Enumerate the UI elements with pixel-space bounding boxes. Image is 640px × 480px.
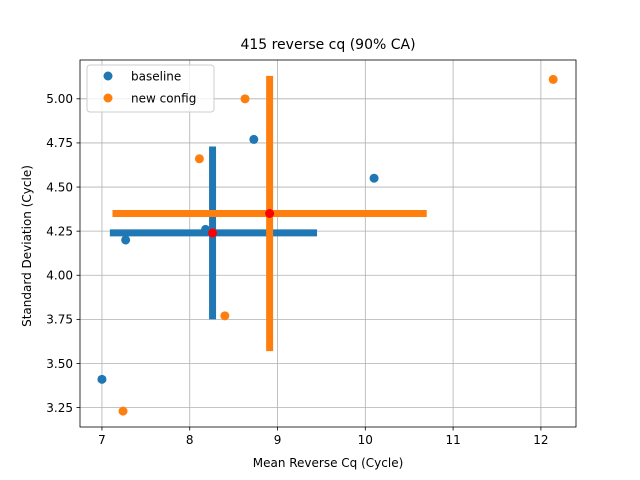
x-tick-label: 7 bbox=[98, 433, 106, 447]
new-config-point bbox=[548, 74, 558, 84]
chart-title: 415 reverse cq (90% CA) bbox=[240, 37, 415, 53]
baseline-center-point bbox=[208, 228, 218, 238]
new-config-point bbox=[220, 311, 230, 321]
x-tick-label: 10 bbox=[358, 433, 373, 447]
data-points bbox=[97, 74, 558, 416]
new-config-legend-label: new config bbox=[131, 92, 196, 106]
y-tick-label: 4.25 bbox=[46, 224, 73, 238]
baseline-point bbox=[369, 173, 379, 183]
x-axis-ticks: 7 8 9 10 11 12 bbox=[98, 427, 549, 447]
new-config-point bbox=[194, 154, 204, 164]
new-config-center-point bbox=[265, 209, 275, 219]
y-tick-label: 4.75 bbox=[46, 136, 73, 150]
new-config-point bbox=[240, 94, 250, 104]
y-tick-label: 3.50 bbox=[46, 357, 73, 371]
y-tick-label: 3.25 bbox=[46, 401, 73, 415]
y-tick-label: 5.00 bbox=[46, 92, 73, 106]
center-points bbox=[208, 209, 275, 238]
y-axis-ticks: 3.25 3.50 3.75 4.00 4.25 4.50 4.75 5.00 bbox=[46, 92, 80, 415]
x-tick-label: 12 bbox=[533, 433, 548, 447]
baseline-legend-marker bbox=[103, 71, 113, 81]
grid-lines bbox=[80, 60, 576, 427]
plot-frame bbox=[79, 59, 577, 428]
x-axis-label: Mean Reverse Cq (Cycle) bbox=[253, 456, 404, 470]
baseline-legend-label: baseline bbox=[131, 70, 181, 84]
y-tick-label: 4.50 bbox=[46, 180, 73, 194]
x-tick-label: 8 bbox=[186, 433, 194, 447]
baseline-point bbox=[97, 374, 107, 384]
legend: baseline new config bbox=[86, 64, 215, 113]
y-tick-label: 4.00 bbox=[46, 269, 73, 283]
baseline-point bbox=[249, 134, 259, 144]
y-axis-label: Standard Deviation (Cycle) bbox=[20, 165, 34, 327]
y-tick-label: 3.75 bbox=[46, 313, 73, 327]
x-tick-label: 11 bbox=[445, 433, 460, 447]
legend-box bbox=[86, 64, 215, 113]
new-config-point bbox=[118, 406, 128, 416]
new-config-legend-marker bbox=[103, 93, 113, 103]
baseline-point bbox=[201, 224, 211, 234]
baseline-point bbox=[121, 235, 131, 245]
x-tick-label: 9 bbox=[274, 433, 282, 447]
